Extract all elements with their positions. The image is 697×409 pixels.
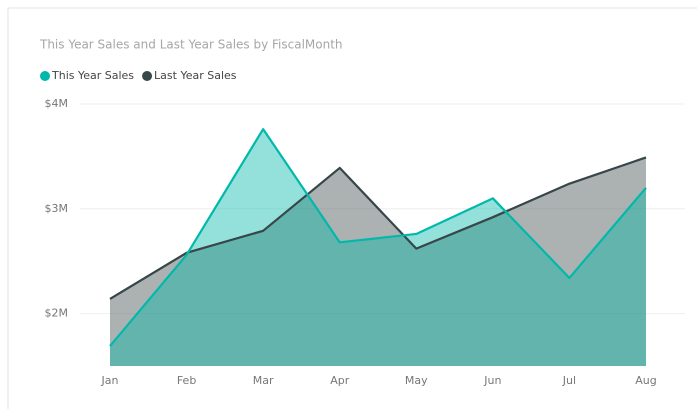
x-tick-label: Jun bbox=[483, 374, 501, 387]
series-line bbox=[109, 156, 647, 300]
series-line bbox=[109, 128, 647, 347]
legend-marker bbox=[142, 71, 153, 81]
x-tick-label: Apr bbox=[330, 374, 350, 387]
x-tick-label: May bbox=[405, 374, 428, 387]
x-tick-label: Mar bbox=[253, 374, 274, 387]
x-tick-label: Jul bbox=[562, 374, 576, 387]
x-tick-label: Aug bbox=[635, 374, 656, 387]
y-tick-label: $2M bbox=[45, 307, 69, 320]
y-tick-label: $4M bbox=[45, 97, 69, 110]
legend-label: This Year Sales bbox=[51, 69, 134, 82]
legend-label: Last Year Sales bbox=[154, 69, 237, 82]
chart-title: This Year Sales and Last Year Sales by F… bbox=[39, 38, 343, 52]
x-tick-label: Jan bbox=[101, 374, 119, 387]
area-fill bbox=[110, 129, 646, 366]
y-tick-label: $3M bbox=[45, 202, 69, 215]
x-tick-label: Feb bbox=[177, 374, 196, 387]
legend-marker bbox=[40, 71, 50, 81]
